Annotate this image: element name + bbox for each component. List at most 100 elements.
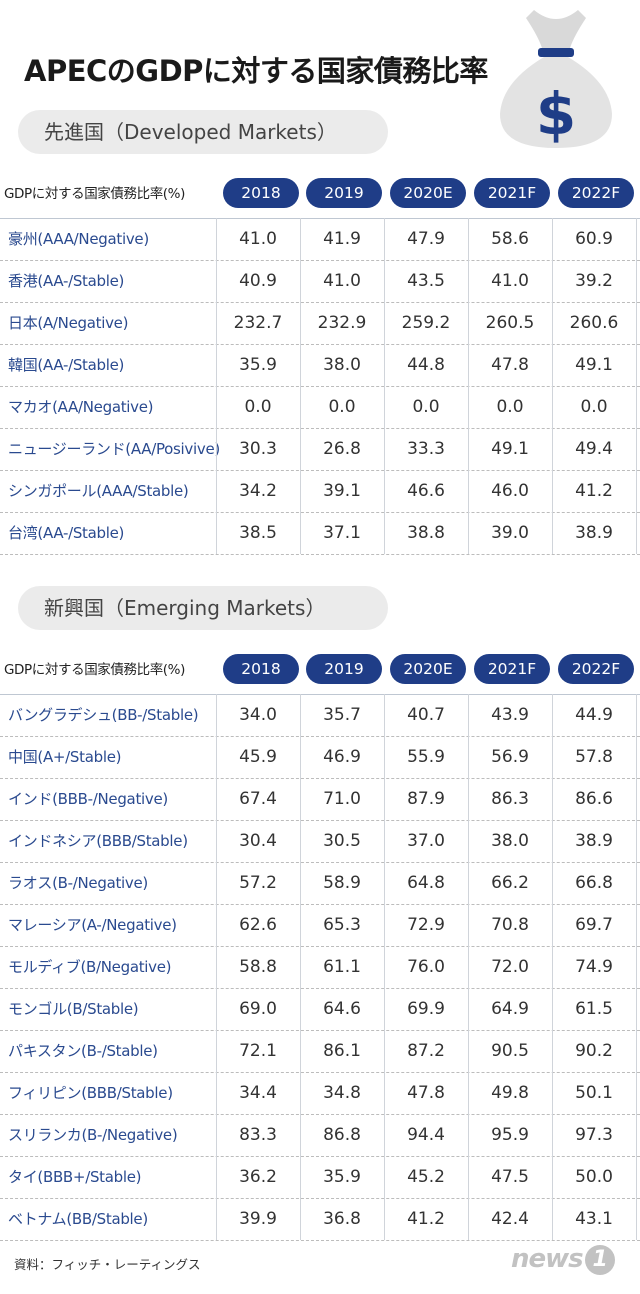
table-cell: 44.9 bbox=[575, 705, 613, 725]
table-row: ベトナム(BB/Stable) 39.9 36.8 41.2 42.4 43.1 bbox=[0, 1199, 640, 1241]
table-row: スリランカ(B-/Negative) 83.3 86.8 94.4 95.9 97.3 bbox=[0, 1115, 640, 1157]
table-cell: 38.9 bbox=[575, 831, 613, 851]
table-cell: 41.0 bbox=[491, 271, 529, 291]
table-cell: 49.1 bbox=[491, 439, 529, 459]
row-label: 豪州(AAA/Negative) bbox=[8, 230, 149, 248]
row-label: パキスタン(B-/Stable) bbox=[8, 1042, 158, 1060]
table-cell: 60.9 bbox=[575, 229, 613, 249]
table-cell: 43.5 bbox=[407, 271, 445, 291]
row-label: ベトナム(BB/Stable) bbox=[8, 1210, 148, 1228]
table-cell: 58.9 bbox=[323, 873, 361, 893]
table-cell: 69.7 bbox=[575, 915, 613, 935]
table-cell: 36.2 bbox=[239, 1167, 277, 1187]
table-cell: 72.9 bbox=[407, 915, 445, 935]
logo-text: news bbox=[511, 1244, 584, 1274]
table-cell: 86.1 bbox=[323, 1041, 361, 1061]
logo-badge: 1 bbox=[584, 1244, 615, 1275]
table-cell: 58.8 bbox=[239, 957, 277, 977]
table-cell: 42.4 bbox=[491, 1209, 529, 1229]
table-row: マレーシア(A-/Negative) 62.6 65.3 72.9 70.8 69.7 bbox=[0, 905, 640, 947]
table-cell: 47.5 bbox=[491, 1167, 529, 1187]
column-header-3: 2021F bbox=[474, 654, 550, 684]
table-cell: 38.9 bbox=[575, 523, 613, 543]
page-title: APECのGDPに対する国家債務比率 bbox=[24, 54, 488, 88]
table-cell: 260.6 bbox=[569, 313, 619, 333]
table-cell: 34.0 bbox=[239, 705, 277, 725]
table-row: 香港(AA-/Stable) 40.9 41.0 43.5 41.0 39.2 bbox=[0, 261, 640, 303]
table-cell: 39.9 bbox=[239, 1209, 277, 1229]
table-cell: 55.9 bbox=[407, 747, 445, 767]
column-header-2: 2020E bbox=[390, 178, 466, 208]
table-row: インド(BBB-/Negative) 67.4 71.0 87.9 86.3 86.6 bbox=[0, 779, 640, 821]
table-cell: 39.2 bbox=[575, 271, 613, 291]
row-label: ニュージーランド(AA/Posivive) bbox=[8, 440, 220, 458]
table-cell: 0.0 bbox=[328, 397, 356, 417]
table-cell: 38.0 bbox=[491, 831, 529, 851]
table-cell: 66.2 bbox=[491, 873, 529, 893]
table-cell: 35.9 bbox=[239, 355, 277, 375]
row-label: ラオス(B-/Negative) bbox=[8, 874, 148, 892]
table-cell: 37.0 bbox=[407, 831, 445, 851]
column-header-0: 2018 bbox=[223, 178, 299, 208]
row-label: マレーシア(A-/Negative) bbox=[8, 916, 177, 934]
column-divider bbox=[468, 218, 469, 554]
column-header-4: 2022F bbox=[558, 654, 634, 684]
column-header-3: 2021F bbox=[474, 178, 550, 208]
table-cell: 50.1 bbox=[575, 1083, 613, 1103]
column-header-4: 2022F bbox=[558, 178, 634, 208]
table-cell: 39.1 bbox=[323, 481, 361, 501]
table-cell: 90.5 bbox=[491, 1041, 529, 1061]
table-row: バングラデシュ(BB-/Stable) 34.0 35.7 40.7 43.9 44.9 bbox=[0, 695, 640, 737]
table-cell: 46.0 bbox=[491, 481, 529, 501]
table-cell: 64.9 bbox=[491, 999, 529, 1019]
svg-text:$: $ bbox=[536, 80, 576, 148]
column-divider bbox=[300, 694, 301, 1240]
table-cell: 0.0 bbox=[412, 397, 440, 417]
table-cell: 72.1 bbox=[239, 1041, 277, 1061]
row-label: インドネシア(BBB/Stable) bbox=[8, 832, 188, 850]
table-row: 中国(A+/Stable) 45.9 46.9 55.9 56.9 57.8 bbox=[0, 737, 640, 779]
column-divider bbox=[552, 694, 553, 1240]
table-cell: 41.2 bbox=[407, 1209, 445, 1229]
table-header: GDPに対する国家債務比率(%) 2018 2019 2020E 2021F 2022F bbox=[0, 646, 640, 695]
table-cell: 61.1 bbox=[323, 957, 361, 977]
table-cell: 86.3 bbox=[491, 789, 529, 809]
table-cell: 70.8 bbox=[491, 915, 529, 935]
table-cell: 46.9 bbox=[323, 747, 361, 767]
table-cell: 260.5 bbox=[485, 313, 535, 333]
table-cell: 45.9 bbox=[239, 747, 277, 767]
row-label: タイ(BBB+/Stable) bbox=[8, 1168, 142, 1186]
table-cell: 61.5 bbox=[575, 999, 613, 1019]
table-cell: 43.9 bbox=[491, 705, 529, 725]
table-cell: 86.8 bbox=[323, 1125, 361, 1145]
table-row: 日本(A/Negative) 232.7 232.9 259.2 260.5 260.6 bbox=[0, 303, 640, 345]
table-cell: 87.2 bbox=[407, 1041, 445, 1061]
table-row: タイ(BBB+/Stable) 36.2 35.9 45.2 47.5 50.0 bbox=[0, 1157, 640, 1199]
table-cell: 49.1 bbox=[575, 355, 613, 375]
table-row: フィリピン(BBB/Stable) 34.4 34.8 47.8 49.8 50.1 bbox=[0, 1073, 640, 1115]
row-header-label: GDPに対する国家債務比率(%) bbox=[4, 662, 185, 678]
table-cell: 43.1 bbox=[575, 1209, 613, 1229]
table-row: パキスタン(B-/Stable) 72.1 86.1 87.2 90.5 90.2 bbox=[0, 1031, 640, 1073]
table-cell: 83.3 bbox=[239, 1125, 277, 1145]
table-cell: 41.0 bbox=[239, 229, 277, 249]
table-cell: 41.0 bbox=[323, 271, 361, 291]
table-cell: 64.6 bbox=[323, 999, 361, 1019]
table-cell: 38.8 bbox=[407, 523, 445, 543]
emerging-markets-table: GDPに対する国家債務比率(%) 2018 2019 2020E 2021F 2022F バ… bbox=[0, 646, 640, 1241]
table-cell: 38.5 bbox=[239, 523, 277, 543]
column-divider bbox=[384, 218, 385, 554]
table-cell: 49.8 bbox=[491, 1083, 529, 1103]
table-cell: 41.9 bbox=[323, 229, 361, 249]
table-row: シンガポール(AAA/Stable) 34.2 39.1 46.6 46.0 41.2 bbox=[0, 471, 640, 513]
news1-logo: news 1 bbox=[511, 1244, 615, 1275]
table-cell: 40.9 bbox=[239, 271, 277, 291]
row-header-label: GDPに対する国家債務比率(%) bbox=[4, 186, 185, 202]
table-cell: 46.6 bbox=[407, 481, 445, 501]
table-cell: 74.9 bbox=[575, 957, 613, 977]
table-cell: 232.9 bbox=[317, 313, 367, 333]
table-cell: 232.7 bbox=[233, 313, 283, 333]
table-header: GDPに対する国家債務比率(%) 2018 2019 2020E 2021F 2022F bbox=[0, 170, 640, 219]
source-note: 資料：フィッチ・レーティングス bbox=[14, 1257, 201, 1272]
table-cell: 47.9 bbox=[407, 229, 445, 249]
